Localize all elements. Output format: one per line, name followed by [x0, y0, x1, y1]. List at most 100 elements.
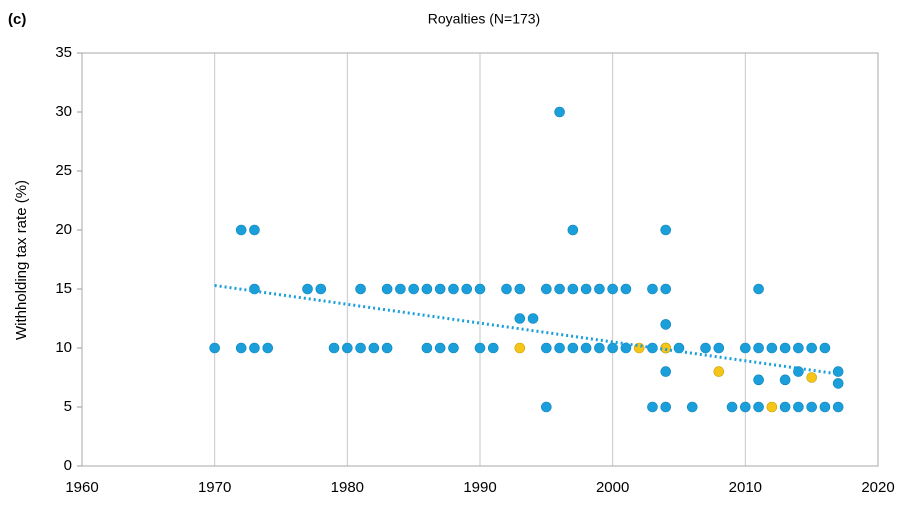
y-tick-label: 20 — [55, 221, 72, 238]
x-tick-label: 2010 — [729, 479, 762, 496]
point — [726, 401, 738, 413]
point — [434, 283, 446, 295]
point — [580, 283, 592, 295]
point — [793, 366, 804, 377]
point — [395, 283, 406, 295]
plot-frame — [81, 52, 879, 467]
point — [381, 342, 393, 354]
point — [832, 378, 844, 389]
point — [408, 283, 419, 295]
point — [713, 366, 725, 377]
point — [607, 342, 618, 354]
point — [249, 283, 260, 295]
point — [594, 342, 605, 354]
point — [660, 283, 672, 295]
y-axis-label: Withholding tax rate (%) — [13, 180, 30, 340]
point — [355, 342, 366, 354]
y-tick-label: 35 — [55, 44, 72, 61]
point — [647, 342, 658, 354]
point — [554, 283, 565, 295]
trendline — [214, 283, 839, 376]
point — [448, 342, 459, 354]
point — [713, 342, 725, 354]
point — [235, 224, 247, 236]
point — [753, 283, 764, 295]
y-tick-label: 10 — [55, 339, 72, 356]
x-tick-label: 1960 — [65, 479, 98, 496]
point — [686, 401, 698, 413]
point — [355, 283, 366, 295]
point — [315, 283, 327, 295]
point — [647, 401, 658, 413]
point — [514, 283, 526, 295]
y-tick-label: 30 — [55, 103, 72, 120]
point — [607, 283, 618, 295]
point — [209, 342, 220, 354]
point — [527, 313, 539, 324]
point — [249, 224, 260, 236]
point — [660, 319, 672, 330]
point — [541, 401, 552, 413]
point — [753, 374, 764, 386]
point — [832, 366, 844, 377]
point — [779, 374, 791, 386]
point — [700, 342, 711, 354]
point — [766, 401, 778, 413]
point — [474, 283, 486, 295]
point — [235, 342, 247, 354]
point — [448, 283, 459, 295]
point — [541, 342, 552, 354]
point — [740, 401, 751, 413]
point — [501, 283, 512, 295]
point — [647, 283, 658, 295]
point — [580, 342, 592, 354]
point — [487, 342, 499, 354]
point — [660, 224, 672, 236]
y-tick-label: 15 — [55, 280, 72, 297]
point — [567, 283, 579, 295]
point — [620, 283, 632, 295]
point — [594, 283, 605, 295]
point — [660, 366, 672, 377]
point — [753, 342, 764, 354]
point — [806, 342, 817, 354]
point — [779, 342, 791, 354]
point — [660, 401, 672, 413]
point — [262, 342, 274, 354]
point — [368, 342, 380, 354]
point — [819, 342, 831, 354]
point — [541, 283, 552, 295]
point — [328, 342, 340, 354]
point — [806, 401, 817, 413]
point — [740, 342, 751, 354]
point — [342, 342, 353, 354]
x-tick-label: 1990 — [463, 479, 496, 496]
point — [819, 401, 831, 413]
point — [567, 224, 579, 236]
point — [381, 283, 393, 295]
point — [302, 283, 313, 295]
point — [806, 372, 817, 383]
y-tick-label: 5 — [64, 398, 72, 415]
point — [421, 283, 433, 295]
point — [461, 283, 473, 295]
point — [753, 401, 764, 413]
point — [832, 401, 844, 413]
x-tick-label: 1980 — [331, 479, 364, 496]
panel-label: (c) — [8, 11, 26, 28]
x-tick-label: 1970 — [198, 479, 231, 496]
point — [766, 342, 778, 354]
point — [779, 401, 791, 413]
y-tick-label: 25 — [55, 162, 72, 179]
point — [793, 342, 804, 354]
point — [249, 342, 260, 354]
point — [554, 106, 565, 118]
y-tick-label: 0 — [64, 457, 72, 474]
point — [474, 342, 486, 354]
point — [421, 342, 433, 354]
point — [514, 313, 526, 324]
point — [434, 342, 446, 354]
point — [514, 342, 526, 354]
point — [567, 342, 579, 354]
